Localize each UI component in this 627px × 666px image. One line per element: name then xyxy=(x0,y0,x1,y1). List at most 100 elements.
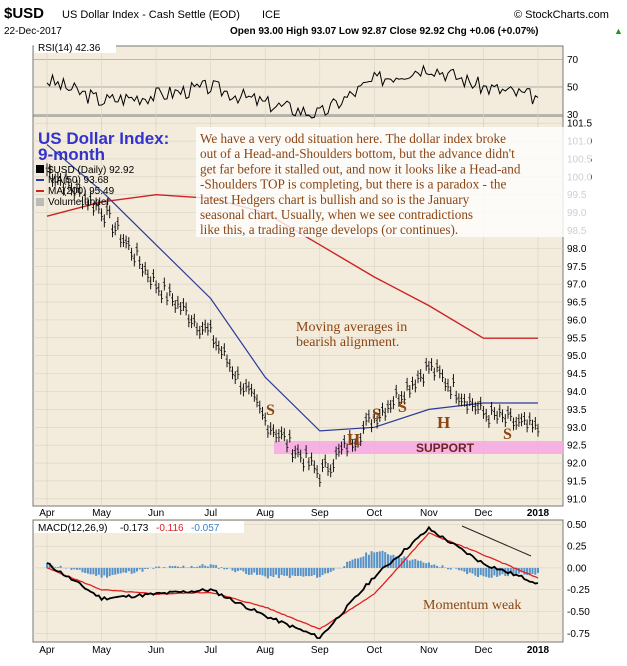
legend-swatch-volume xyxy=(36,198,44,206)
month-label: May xyxy=(92,508,111,519)
macd-histogram-bar xyxy=(125,567,128,573)
macd-histogram-bar xyxy=(474,567,477,576)
month-label-bottom: Dec xyxy=(475,645,493,656)
pattern-head: H xyxy=(347,430,360,449)
macd-histogram-bar xyxy=(318,567,321,578)
macd-histogram-bar xyxy=(520,567,523,573)
macd-histogram-bar xyxy=(223,567,226,570)
macd-histogram-bar xyxy=(537,567,539,573)
macd-histogram-bar xyxy=(509,567,512,574)
month-label: Apr xyxy=(39,508,55,519)
macd-histogram-bar xyxy=(136,567,138,572)
header-source[interactable]: © StockCharts.com xyxy=(514,9,609,21)
macd-histogram-bar xyxy=(373,552,376,568)
price-tick-label: 92.0 xyxy=(567,459,587,470)
macd-histogram-bar xyxy=(417,560,419,568)
macd-histogram-bar xyxy=(291,567,294,576)
macd-histogram-bar xyxy=(242,567,245,572)
macd-histogram-bar xyxy=(441,565,444,568)
macd-histogram-bar xyxy=(392,554,395,568)
commentary-line: out of a Head-and-Shoulders bottom, but … xyxy=(200,146,515,161)
macd-histogram-bar xyxy=(70,567,73,570)
macd-histogram-bar xyxy=(127,567,130,572)
macd-histogram-bar xyxy=(351,559,354,568)
macd-histogram-bar xyxy=(447,567,449,570)
header-up-arrow: ▲ xyxy=(614,26,623,36)
macd-histogram-bar xyxy=(384,552,387,568)
rsi-tick-label: 50 xyxy=(567,83,579,94)
month-label: Aug xyxy=(256,508,274,519)
macd-histogram-bar xyxy=(332,567,335,571)
header-date: 22-Dec-2017 xyxy=(4,26,62,37)
macd-histogram-bar xyxy=(217,567,220,569)
month-label-bottom: Sep xyxy=(311,645,329,656)
macd-histogram-bar xyxy=(313,567,316,575)
macd-histogram-bar xyxy=(288,567,291,578)
legend: $USD (Daily) 92.92 MA(50) 93.68 MA(200) … xyxy=(36,165,135,208)
rsi-series xyxy=(46,64,539,119)
price-tick-label: 97.0 xyxy=(567,280,587,291)
macd-histogram-bar xyxy=(146,567,149,569)
macd-histogram-bar xyxy=(65,567,68,569)
macd-histogram-bar xyxy=(116,567,119,574)
macd-histogram-bar xyxy=(266,567,269,579)
macd-histogram-bar xyxy=(256,567,258,575)
price-series xyxy=(45,144,540,487)
price-tick-label: 101.5 xyxy=(567,119,592,130)
macd-histogram-bar xyxy=(436,565,439,568)
macd-histogram-bar xyxy=(321,567,324,576)
macd-histogram-bar xyxy=(367,554,370,568)
macd-histogram-bar xyxy=(89,567,92,575)
macd-histogram-bar xyxy=(144,567,147,569)
month-label: Dec xyxy=(475,508,493,519)
header-ohlc: Open 93.00 High 93.07 Low 92.87 Close 92… xyxy=(230,26,538,37)
main-title-line2: 9-month xyxy=(38,145,105,164)
macd-histogram-bar xyxy=(299,567,302,576)
macd-histogram-bar xyxy=(141,567,144,572)
macd-histogram-bar xyxy=(95,567,98,576)
macd-histogram-bar xyxy=(387,554,389,568)
macd-tick-label: 0.50 xyxy=(567,520,587,531)
macd-histogram-bar xyxy=(487,567,490,578)
macd-series xyxy=(46,525,539,640)
macd-histogram-bar xyxy=(378,551,381,568)
macd-histogram-bar xyxy=(329,567,332,572)
macd-histogram-bar xyxy=(479,567,482,576)
macd-histogram-bar xyxy=(460,567,463,571)
macd-tick-label: -0.50 xyxy=(567,607,590,618)
macd-histogram-bar xyxy=(179,567,182,568)
macd-histogram-bar xyxy=(531,567,534,574)
macd-histogram-bar xyxy=(381,550,384,568)
macd-histogram-bar xyxy=(468,567,471,573)
price-tick-label: 94.0 xyxy=(567,387,587,398)
macd-histogram-bar xyxy=(449,567,452,570)
macd-histogram-bar xyxy=(209,564,212,568)
price-tick-label: 93.0 xyxy=(567,423,587,434)
macd-histogram-bar xyxy=(206,566,209,568)
main-title-line1: US Dollar Index: xyxy=(38,129,169,148)
macd-histogram-bar xyxy=(272,567,275,577)
price-tick-label: 91.5 xyxy=(567,476,587,487)
price-tick-label: 92.5 xyxy=(567,441,587,452)
legend-swatch-price xyxy=(36,165,44,173)
macd-histogram-bar xyxy=(86,567,89,574)
macd-histogram-bar xyxy=(534,567,537,575)
macd-line xyxy=(46,525,539,640)
macd-histogram-bar xyxy=(357,558,359,568)
pattern-left-shoulder: S xyxy=(266,402,275,419)
price-tick-label: 98.0 xyxy=(567,244,587,255)
price-tick-label: 95.5 xyxy=(567,333,587,344)
macd-histogram-bar xyxy=(250,567,253,575)
macd-histogram-bar xyxy=(97,567,100,575)
price-tick-label: 96.0 xyxy=(567,315,587,326)
pattern-top-left-shoulder: S xyxy=(398,399,407,416)
macd-histogram-bar xyxy=(106,567,108,578)
macd-histogram-bar xyxy=(305,567,308,576)
macd-histogram-bar xyxy=(302,567,305,577)
macd-histogram-bar xyxy=(286,567,288,576)
macd-histogram-bar xyxy=(294,567,297,576)
macd-histogram-bar xyxy=(277,567,280,579)
macd-histogram-bar xyxy=(176,566,179,568)
macd-histogram-bar xyxy=(59,565,62,568)
month-label-bottom: Aug xyxy=(256,645,274,656)
